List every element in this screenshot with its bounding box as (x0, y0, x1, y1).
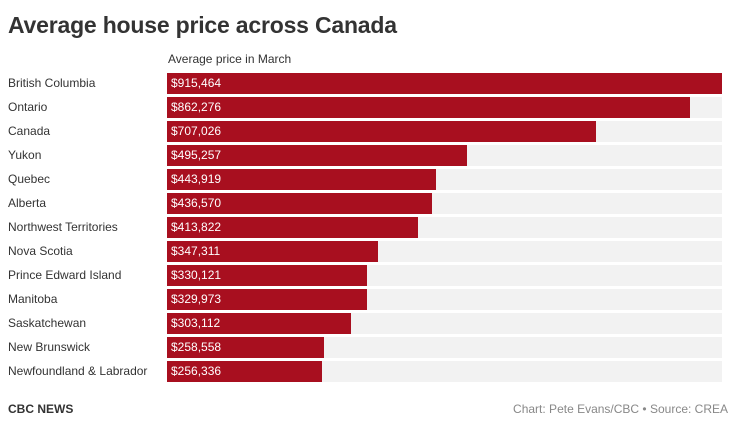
bar: $413,822 (167, 217, 418, 238)
bar-row: Newfoundland & Labrador $256,336 (0, 360, 738, 382)
bar-track: $258,558 (167, 337, 722, 358)
bar-row: Canada $707,026 (0, 120, 738, 142)
bar: $436,570 (167, 193, 432, 214)
category-label: Prince Edward Island (8, 268, 122, 282)
bar-track: $707,026 (167, 121, 722, 142)
bar-row: New Brunswick $258,558 (0, 336, 738, 358)
category-label: Manitoba (8, 292, 58, 306)
bar-track: $347,311 (167, 241, 722, 262)
bar-track: $443,919 (167, 169, 722, 190)
bar-track: $495,257 (167, 145, 722, 166)
bar: $258,558 (167, 337, 324, 358)
brand-logo-text: CBC NEWS (8, 402, 74, 416)
bar-track: $303,112 (167, 313, 722, 334)
bar-value-label: $862,276 (171, 100, 222, 114)
category-label: Alberta (8, 196, 47, 210)
bar: $329,973 (167, 289, 367, 310)
category-label: Ontario (8, 100, 48, 114)
bar: $347,311 (167, 241, 378, 262)
value-column-header: Average price in March (168, 52, 292, 66)
bar-track: $915,464 (167, 73, 722, 94)
bar-row: Ontario $862,276 (0, 96, 738, 118)
category-label: Saskatchewan (8, 316, 87, 330)
bar: $330,121 (167, 265, 367, 286)
bar: $443,919 (167, 169, 436, 190)
bar-value-label: $256,336 (171, 364, 222, 378)
bar-chart: British Columbia $915,464 Ontario $862,276 C… (0, 72, 738, 384)
bar-value-label: $495,257 (171, 148, 222, 162)
category-label: Newfoundland & Labrador (8, 364, 148, 378)
category-label: Northwest Territories (8, 220, 118, 234)
bar-track: $256,336 (167, 361, 722, 382)
category-label: New Brunswick (8, 340, 91, 354)
bar-row: Manitoba $329,973 (0, 288, 738, 310)
bar: $256,336 (167, 361, 322, 382)
bar-row: British Columbia $915,464 (0, 72, 738, 94)
bar-track: $862,276 (167, 97, 722, 118)
bar-row: Yukon $495,257 (0, 144, 738, 166)
bar: $495,257 (167, 145, 467, 166)
bar-value-label: $329,973 (171, 292, 222, 306)
bar-track: $413,822 (167, 217, 722, 238)
bar-row: Alberta $436,570 (0, 192, 738, 214)
category-label: Yukon (8, 148, 42, 162)
category-label: British Columbia (8, 76, 96, 90)
bar-row: Saskatchewan $303,112 (0, 312, 738, 334)
bar-row: Northwest Territories $413,822 (0, 216, 738, 238)
bar-value-label: $915,464 (171, 76, 222, 90)
bar-track: $330,121 (167, 265, 722, 286)
bar-track: $329,973 (167, 289, 722, 310)
bar-track: $436,570 (167, 193, 722, 214)
category-label: Canada (8, 124, 51, 138)
bar-value-label: $258,558 (171, 340, 222, 354)
bar: $303,112 (167, 313, 351, 334)
bar-row: Prince Edward Island $330,121 (0, 264, 738, 286)
bar-value-label: $436,570 (171, 196, 222, 210)
bar-value-label: $330,121 (171, 268, 222, 282)
bar-value-label: $443,919 (171, 172, 222, 186)
bar: $862,276 (167, 97, 690, 118)
bar-row: Quebec $443,919 (0, 168, 738, 190)
bar-row: Nova Scotia $347,311 (0, 240, 738, 262)
chart-credit: Chart: Pete Evans/CBC • Source: CREA (513, 402, 728, 416)
bar: $915,464 (167, 73, 722, 94)
category-label: Quebec (8, 172, 51, 186)
bar-value-label: $303,112 (171, 316, 221, 330)
bar-value-label: $707,026 (171, 124, 222, 138)
category-label: Nova Scotia (8, 244, 73, 258)
bar: $707,026 (167, 121, 596, 142)
bar-value-label: $347,311 (171, 244, 221, 258)
chart-title: Average house price across Canada (8, 12, 397, 38)
bar-value-label: $413,822 (171, 220, 222, 234)
